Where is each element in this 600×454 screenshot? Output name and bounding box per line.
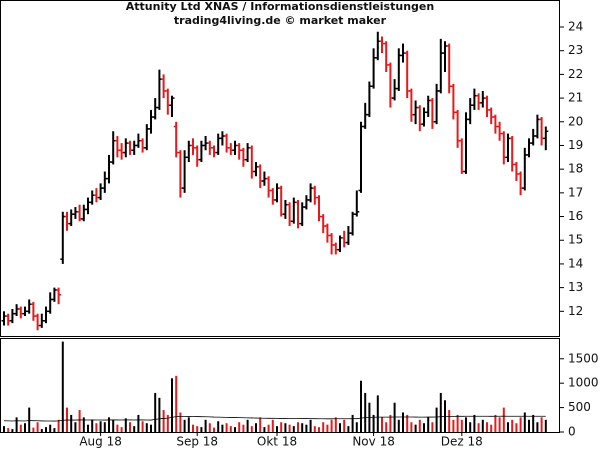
y-tick-label: 1000 <box>568 376 599 390</box>
y-tick-label: 19 <box>568 138 583 152</box>
x-tick-label: Nov 18 <box>352 435 395 449</box>
y-tick-label: 21 <box>568 91 583 105</box>
y-tick-label: 13 <box>568 280 583 294</box>
volume-average <box>3 415 546 422</box>
x-tick-label: Sep 18 <box>176 435 218 449</box>
y-tick-label: 1500 <box>568 351 599 365</box>
y-tick-label: 17 <box>568 185 583 199</box>
y-tick-label: 22 <box>568 67 583 81</box>
y-tick-label: 0 <box>568 425 576 439</box>
y-tick-label: 15 <box>568 233 583 247</box>
y-tick-label: 14 <box>568 256 583 270</box>
y-tick-label: 12 <box>568 304 583 318</box>
y-tick-label: 24 <box>568 20 583 34</box>
y-tick-label: 18 <box>568 162 583 176</box>
x-tick-label: Aug 18 <box>79 435 122 449</box>
price-panel <box>0 0 560 337</box>
x-tick-label: Okt 18 <box>257 435 297 449</box>
y-tick-label: 500 <box>568 400 591 414</box>
y-tick-label: 23 <box>568 43 583 57</box>
chart-subtitle: trading4living.de © market maker <box>174 14 387 27</box>
volume-panel <box>0 338 560 433</box>
chart-title: Attunity Ltd XNAS / Informationsdienstle… <box>126 0 434 13</box>
y-tick-label: 16 <box>568 209 583 223</box>
y-tick-label: 20 <box>568 114 583 128</box>
x-tick-label: Dez 18 <box>441 435 483 449</box>
